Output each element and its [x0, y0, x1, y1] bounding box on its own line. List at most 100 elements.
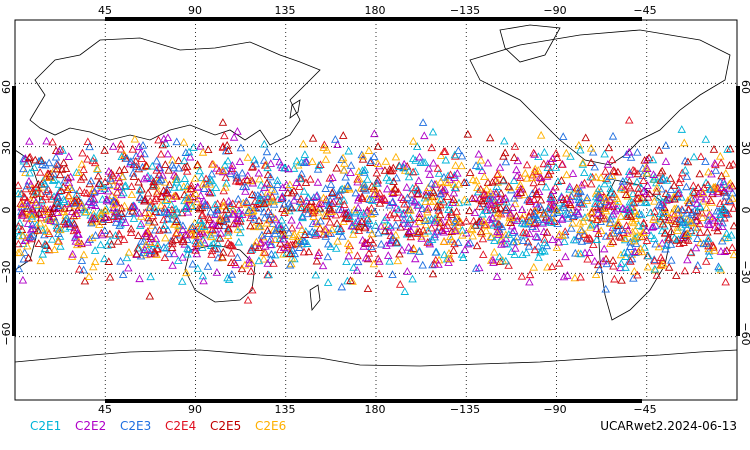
- occultation-marker: [74, 237, 83, 245]
- occultation-marker: [52, 164, 62, 173]
- occultation-marker: [199, 276, 208, 285]
- occultation-marker: [440, 250, 449, 259]
- occultation-marker: [629, 218, 639, 227]
- occultation-marker: [452, 207, 461, 215]
- occultation-marker: [296, 194, 306, 203]
- occultation-marker: [489, 258, 498, 266]
- occultation-marker: [501, 193, 510, 202]
- occultation-marker: [687, 194, 697, 203]
- occultation-marker: [575, 145, 585, 154]
- occultation-marker: [402, 183, 412, 191]
- occultation-marker: [402, 161, 412, 170]
- occultation-marker: [169, 209, 178, 218]
- occultation-marker: [200, 222, 209, 230]
- occultation-marker: [571, 248, 580, 257]
- occultation-marker: [218, 118, 228, 126]
- occultation-marker: [227, 166, 236, 175]
- occultation-marker: [715, 151, 725, 160]
- occultation-marker: [686, 217, 695, 226]
- occultation-marker: [496, 195, 505, 203]
- occultation-marker: [723, 145, 732, 153]
- occultation-marker: [297, 203, 306, 211]
- occultation-marker: [208, 219, 218, 228]
- occultation-marker: [724, 183, 734, 192]
- occultation-marker: [357, 194, 367, 203]
- occultation-marker: [531, 232, 541, 240]
- occultation-marker: [177, 235, 187, 244]
- occultation-marker: [174, 256, 183, 264]
- occultation-marker: [529, 210, 539, 218]
- occultation-marker: [54, 193, 63, 202]
- occultation-marker: [449, 195, 458, 203]
- occultation-marker: [443, 212, 453, 221]
- occultation-marker: [603, 160, 613, 168]
- occultation-marker: [415, 152, 424, 161]
- occultation-marker: [273, 180, 282, 188]
- occultation-marker: [86, 194, 96, 203]
- occultation-marker: [295, 243, 304, 251]
- occultation-marker: [75, 186, 84, 194]
- occultation-marker: [40, 179, 49, 188]
- occultation-marker: [61, 219, 70, 228]
- occultation-marker: [273, 176, 282, 184]
- occultation-marker: [90, 246, 100, 254]
- occultation-marker: [224, 196, 234, 205]
- occultation-marker: [510, 199, 520, 208]
- occultation-marker: [660, 221, 669, 230]
- occultation-marker: [453, 221, 463, 230]
- occultation-marker: [207, 176, 217, 185]
- occultation-marker: [45, 189, 54, 198]
- occultation-marker: [41, 160, 50, 169]
- occultation-marker: [642, 236, 652, 244]
- occultation-marker: [325, 203, 334, 212]
- top-lon-label: 45: [98, 4, 112, 17]
- occultation-marker: [422, 186, 431, 195]
- occultation-marker: [573, 184, 583, 193]
- occultation-marker: [321, 224, 330, 233]
- occultation-marker: [411, 254, 420, 263]
- occultation-marker: [93, 171, 103, 180]
- occultation-marker: [200, 184, 209, 192]
- occultation-marker: [23, 241, 32, 250]
- occultation-marker: [367, 196, 377, 204]
- occultation-marker: [262, 147, 272, 156]
- occultation-marker: [361, 253, 371, 262]
- occultation-marker: [460, 245, 470, 254]
- occultation-marker: [664, 215, 674, 224]
- occultation-marker: [529, 178, 538, 187]
- occultation-marker: [331, 135, 340, 143]
- occultation-marker: [535, 173, 545, 181]
- occultation-marker: [109, 212, 118, 220]
- occultation-marker: [74, 230, 83, 238]
- occultation-marker: [477, 166, 487, 175]
- occultation-marker: [547, 262, 557, 271]
- occultation-marker: [150, 204, 160, 213]
- occultation-marker: [434, 205, 444, 214]
- occultation-marker: [418, 118, 428, 126]
- occultation-marker: [595, 265, 604, 273]
- occultation-marker: [505, 213, 514, 221]
- occultation-marker: [52, 159, 61, 168]
- occultation-marker: [562, 148, 571, 157]
- occultation-marker: [284, 164, 293, 173]
- occultation-marker: [379, 194, 389, 202]
- occultation-marker: [502, 239, 512, 248]
- occultation-marker: [299, 158, 309, 167]
- occultation-marker: [534, 253, 543, 261]
- occultation-marker: [243, 153, 253, 161]
- occultation-marker: [543, 163, 553, 171]
- occultation-marker: [517, 271, 527, 280]
- occultation-marker: [167, 243, 177, 251]
- occultation-marker: [199, 196, 209, 205]
- occultation-marker: [164, 165, 173, 174]
- occultation-marker: [493, 227, 502, 235]
- occultation-marker: [620, 248, 629, 257]
- occultation-marker: [541, 182, 551, 191]
- occultation-marker: [664, 233, 674, 242]
- occultation-marker: [33, 225, 43, 234]
- occultation-marker: [254, 243, 263, 252]
- occultation-marker: [551, 182, 560, 191]
- occultation-marker: [708, 213, 717, 222]
- occultation-marker: [137, 184, 146, 193]
- occultation-marker: [304, 247, 314, 256]
